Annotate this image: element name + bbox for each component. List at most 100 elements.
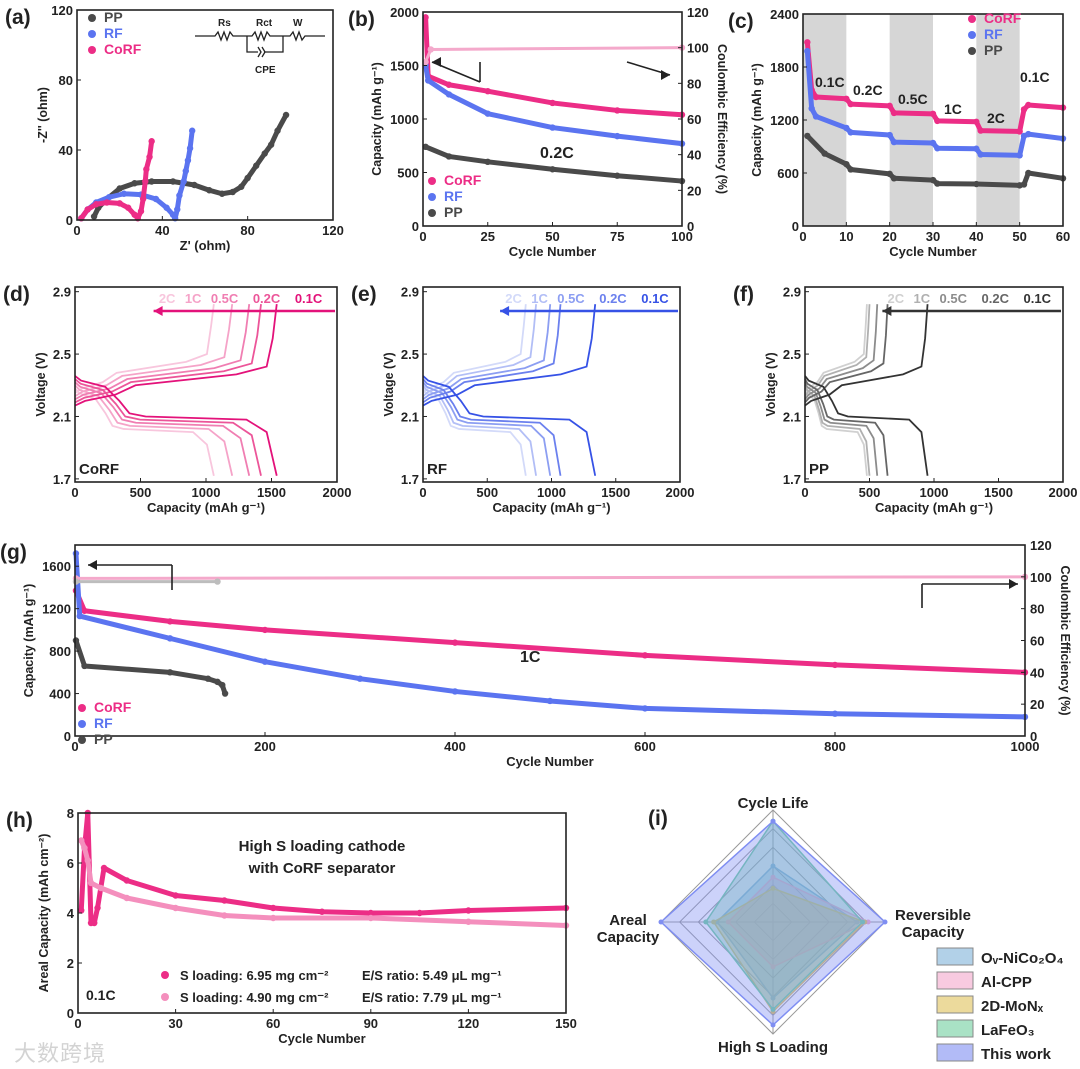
x-axis-label: Cycle Number <box>278 1031 365 1046</box>
legend-marker <box>428 177 436 185</box>
data-point <box>166 669 174 676</box>
legend-label: RF <box>104 25 123 41</box>
legend-label: RF <box>94 715 113 731</box>
data-point <box>973 145 980 152</box>
discharge-curve-0.5C <box>74 381 251 476</box>
data-point <box>174 206 181 213</box>
data-point <box>152 195 160 203</box>
legend-swatch <box>936 995 974 1014</box>
data-point <box>445 153 453 160</box>
discharge-curve-0.5C <box>422 381 552 476</box>
x-tick-label: 0 <box>71 739 78 754</box>
data-point <box>206 187 213 194</box>
data-point <box>843 160 850 168</box>
y-axis-label: Areal Capacity (mAh cm⁻²) <box>37 834 51 993</box>
panel-label: (b) <box>348 8 375 31</box>
rate-label: 0.2C <box>253 291 281 306</box>
x-tick-label: 150 <box>555 1016 577 1031</box>
x-tick-label: 600 <box>634 739 656 754</box>
y-tick-label: 2.1 <box>783 409 801 424</box>
y-tick-label: 2 <box>67 956 74 971</box>
discharge-curve-0.2C <box>422 378 562 476</box>
y-tick-label: 800 <box>49 644 71 659</box>
sample-label: PP <box>809 461 829 478</box>
radar-point <box>770 818 776 824</box>
arrow-head <box>1009 579 1018 589</box>
legend-label: This work <box>981 1046 1052 1063</box>
y2-tick-label: 40 <box>687 148 701 163</box>
data-point <box>1020 181 1028 188</box>
data-point <box>821 150 828 157</box>
data-point <box>977 127 984 134</box>
panel-h: 0 30 60 90 120 150 0 2 4 6 8 Cycle Number Areal Capa… <box>6 806 577 1046</box>
rate-label: 0.5C <box>211 291 239 306</box>
data-point <box>81 662 88 670</box>
rate-annotation: 0.1C <box>1020 69 1050 85</box>
data-point <box>886 170 893 178</box>
data-point <box>804 132 811 140</box>
data-point <box>484 110 491 117</box>
series-line-ce <box>424 46 684 64</box>
data-point <box>614 132 621 140</box>
legend-label: CoRF <box>94 699 132 715</box>
x-tick-label: 2000 <box>666 485 695 500</box>
data-point <box>172 892 179 899</box>
data-point <box>973 118 980 125</box>
rate-label: 1C <box>914 291 931 306</box>
rate-label: 1C <box>185 291 202 306</box>
x-tick-label: 0 <box>71 485 78 500</box>
data-point <box>148 178 155 185</box>
data-point <box>890 109 898 117</box>
legend-marker <box>88 30 96 38</box>
radar-point <box>770 995 776 1001</box>
data-point <box>934 180 941 187</box>
x-tick-label: 100 <box>671 229 693 244</box>
data-point <box>253 162 260 169</box>
x-tick-label: 90 <box>364 1016 378 1031</box>
y-tick-label: 6 <box>67 856 74 871</box>
data-point <box>221 912 228 919</box>
charge-curve-1C <box>804 304 871 397</box>
y-tick-label: 2.5 <box>401 347 419 362</box>
radar-point <box>860 919 866 925</box>
data-point <box>367 909 374 917</box>
y-axis-label: Voltage (V) <box>34 352 48 416</box>
x-tick-label: 500 <box>859 485 881 500</box>
y-tick-label: 2.9 <box>53 285 71 300</box>
legend-label: PP <box>444 204 463 220</box>
y-tick-label: 600 <box>777 166 799 181</box>
cpe-symbol <box>257 46 266 58</box>
x-tick-label: 25 <box>481 229 495 244</box>
x-tick-label: 30 <box>168 1016 182 1031</box>
data-point <box>261 626 269 634</box>
legend-label: Al-CPP <box>981 974 1032 991</box>
y-tick-label: 120 <box>51 3 73 18</box>
data-point <box>424 77 432 84</box>
y2-tick-label: 60 <box>687 112 701 127</box>
y-tick-label: 1000 <box>390 112 419 127</box>
discharge-curve-1C <box>804 384 871 476</box>
y-tick-label: 0 <box>66 213 73 228</box>
x-tick-label: 10 <box>839 229 853 244</box>
sample-label: RF <box>427 461 447 478</box>
data-point <box>641 705 649 712</box>
y-tick-label: 1200 <box>42 602 71 617</box>
data-point <box>120 190 128 197</box>
x-tick-label: 500 <box>130 485 152 500</box>
panel-label: (a) <box>5 6 31 29</box>
data-point <box>103 199 111 206</box>
legend-extra-label: E/S ratio: 5.49 μL mg⁻¹ <box>362 968 502 983</box>
data-point <box>182 167 189 175</box>
panel-label: (d) <box>3 283 30 306</box>
x-tick-label: 50 <box>1012 229 1026 244</box>
panel-label: (g) <box>0 541 27 564</box>
series-line-pp <box>423 144 685 184</box>
data-point <box>614 107 621 114</box>
x-tick-label: 0 <box>799 229 806 244</box>
data-point <box>614 172 621 179</box>
y-tick-label: 2000 <box>390 5 419 20</box>
data-point <box>125 204 132 211</box>
data-point <box>176 192 183 199</box>
